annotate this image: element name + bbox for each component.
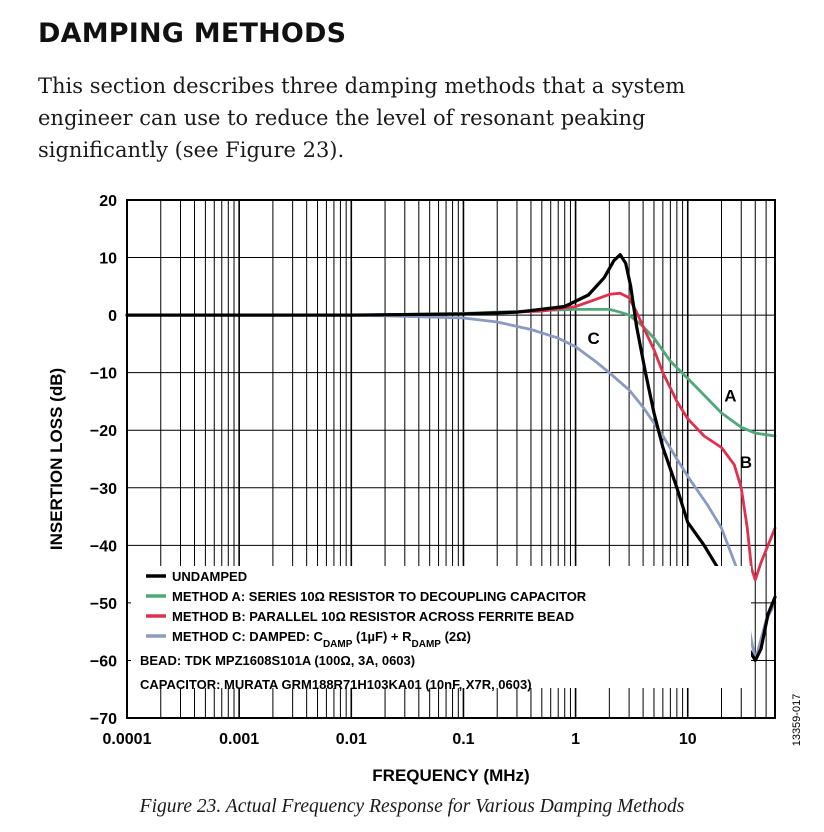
- x-tick-label: 1: [571, 731, 580, 748]
- series-line: [125, 291, 777, 582]
- x-tick-label: 0.1: [452, 731, 474, 748]
- x-tick-label: 0.0001: [103, 731, 152, 748]
- figure-caption: Figure 23. Actual Frequency Response for…: [139, 796, 685, 817]
- legend-label: UNDAMPED: [172, 569, 247, 584]
- x-tick-label: 10: [679, 731, 697, 748]
- y-tick-label: 20: [99, 193, 117, 210]
- y-tick-label: −10: [90, 366, 117, 383]
- plot-frame: [126, 199, 776, 719]
- y-tick-label: −50: [90, 596, 117, 613]
- chart-annotations: A B C: [588, 329, 752, 472]
- legend-label: METHOD C: DAMPED: CDAMP (1µF) + RDAMP (2…: [172, 629, 471, 650]
- legend-label: METHOD B: PARALLEL 10Ω RESISTOR ACROSS F…: [172, 609, 574, 624]
- curve-label: A: [724, 387, 736, 406]
- y-tick-label: −30: [90, 481, 117, 498]
- y-tick-label: −40: [90, 538, 117, 555]
- y-axis-title: INSERTION LOSS (dB): [47, 368, 66, 550]
- curve-label: C: [588, 329, 600, 348]
- legend-box: [131, 566, 751, 688]
- y-tick-label: −60: [90, 653, 117, 670]
- legend-note: BEAD: TDK MPZ1608S101A (100Ω, 3A, 0603): [140, 653, 415, 668]
- y-tick-label: −20: [90, 423, 117, 440]
- figure-id: 13359-017: [791, 694, 803, 747]
- chart-legend: UNDAMPED METHOD A: SERIES 10Ω RESISTOR TO…: [131, 566, 751, 692]
- chart-tick-labels: 20 10 0 −10 −20 −30 −40 −50 −60 −70 0.0001 0.001 0.0…: [90, 193, 697, 748]
- x-tick-label: 0.01: [336, 731, 367, 748]
- x-axis-title: FREQUENCY (MHz): [372, 766, 529, 785]
- frequency-response-chart: UNDAMPED METHOD A: SERIES 10Ω RESISTOR TO…: [47, 193, 803, 785]
- y-tick-label: 10: [99, 251, 117, 268]
- legend-note: CAPACITOR: MURATA GRM188R71H103KA01 (10n…: [140, 677, 532, 692]
- x-tick-label: 0.001: [219, 731, 259, 748]
- curve-label: B: [740, 453, 752, 472]
- section-heading: DAMPING METHODS: [38, 18, 347, 49]
- y-tick-label: 0: [108, 308, 117, 325]
- y-tick-label: −70: [90, 711, 117, 728]
- legend-label: METHOD A: SERIES 10Ω RESISTOR TO DECOUPL…: [172, 589, 587, 604]
- section-body-text: This section describes three damping met…: [38, 74, 686, 162]
